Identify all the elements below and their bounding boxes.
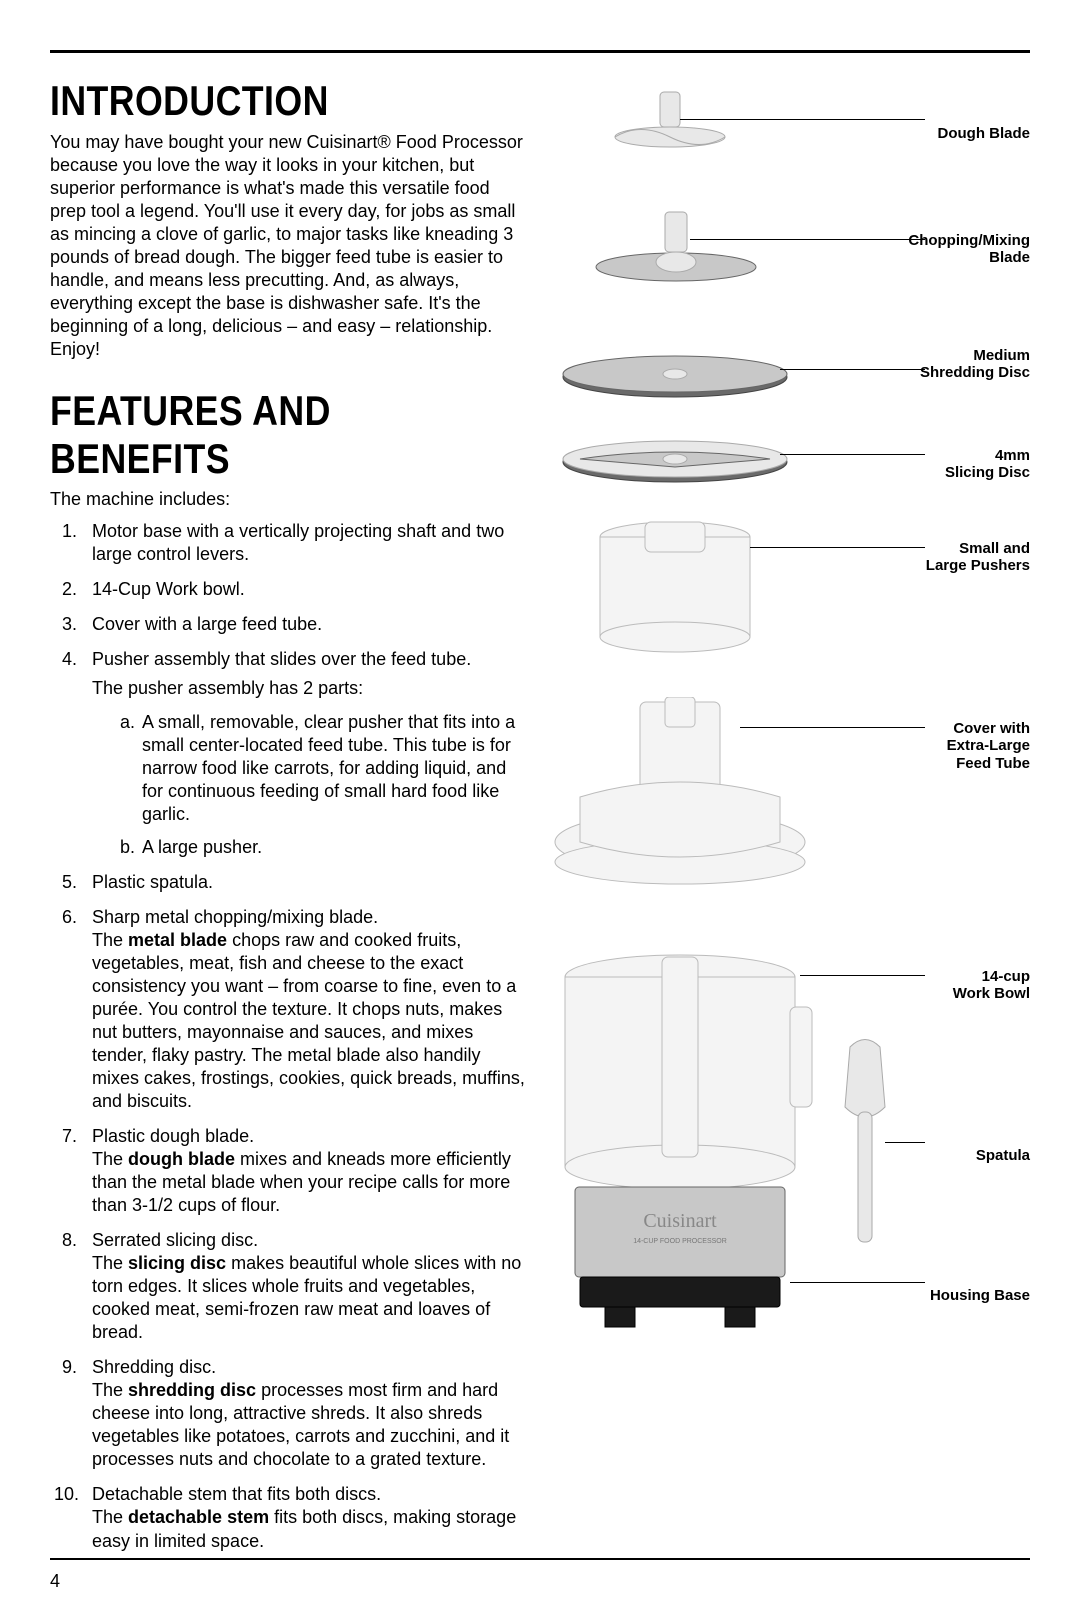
label-work-bowl: 14-cupWork Bowl	[953, 968, 1030, 1003]
feature-body-before: The	[92, 1149, 128, 1169]
heading-introduction: INTRODUCTION	[50, 77, 458, 125]
feature-item: 14-Cup Work bowl.	[68, 578, 530, 601]
leader-line	[690, 239, 925, 240]
bold-term: dough blade	[128, 1149, 235, 1169]
feature-item: Motor base with a vertically projecting …	[68, 520, 530, 566]
label-chopping-blade: Chopping/MixingBlade	[908, 232, 1030, 267]
page-number: 4	[50, 1571, 60, 1592]
chopping-blade-icon	[590, 207, 760, 307]
work-bowl-base-icon: Cuisinart 14-CUP FOOD PROCESSOR	[550, 947, 830, 1347]
base-brand-text: Cuisinart	[643, 1210, 717, 1232]
feature-lead: Detachable stem that fits both discs.	[92, 1484, 381, 1504]
bottom-rule	[50, 1558, 1030, 1560]
bold-term: shredding disc	[128, 1380, 256, 1400]
feature-item: Plastic spatula.	[68, 871, 530, 894]
feature-lead: Plastic dough blade.	[92, 1126, 254, 1146]
label-housing-base: Housing Base	[930, 1287, 1030, 1304]
feature-body-before: The	[92, 930, 128, 950]
feature-lead: Sharp metal chopping/mixing blade.	[92, 907, 378, 927]
label-shredding-disc: MediumShredding Disc	[920, 347, 1030, 382]
bold-term: metal blade	[128, 930, 227, 950]
content-row: INTRODUCTION You may have bought your ne…	[50, 77, 1030, 1565]
top-rule	[50, 50, 1030, 53]
leader-line	[885, 1142, 925, 1143]
feature-item: Detachable stem that fits both discs. Th…	[68, 1483, 530, 1552]
leader-line	[780, 454, 925, 455]
leader-line	[790, 1282, 925, 1283]
base-sub-text: 14-CUP FOOD PROCESSOR	[633, 1238, 727, 1245]
feature-item: Sharp metal chopping/mixing blade. The m…	[68, 906, 530, 1113]
label-cover: Cover withExtra-LargeFeed Tube	[947, 720, 1030, 772]
heading-features: FEATURES AND BENEFITS	[50, 387, 458, 483]
feature-lead: Serrated slicing disc.	[92, 1230, 258, 1250]
leader-line	[780, 369, 925, 370]
feature-item: Plastic dough blade. The dough blade mix…	[68, 1125, 530, 1217]
sublist-item: A large pusher.	[120, 836, 530, 859]
feature-item: Cover with a large feed tube.	[68, 613, 530, 636]
leader-line	[800, 975, 925, 976]
pushers-icon	[590, 517, 760, 657]
label-slicing-disc: 4mmSlicing Disc	[945, 447, 1030, 482]
intro-paragraph: You may have bought your new Cuisinart® …	[50, 131, 530, 361]
feature-body-before: The	[92, 1253, 128, 1273]
feature-text: Pusher assembly that slides over the fee…	[92, 649, 471, 669]
left-column: INTRODUCTION You may have bought your ne…	[50, 77, 530, 1565]
pusher-sublist: A small, removable, clear pusher that fi…	[92, 711, 530, 859]
spatula-icon	[830, 1037, 900, 1257]
leader-line	[740, 727, 925, 728]
feature-body-before: The	[92, 1507, 128, 1527]
feature-body-after: chops raw and cooked fruits, vegetables,…	[92, 930, 525, 1111]
bold-term: slicing disc	[128, 1253, 226, 1273]
feature-item: Serrated slicing disc. The slicing disc …	[68, 1229, 530, 1344]
label-pushers: Small andLarge Pushers	[926, 540, 1030, 575]
feature-lead: Shredding disc.	[92, 1357, 216, 1377]
cover-icon	[550, 697, 810, 887]
sublist-item: A small, removable, clear pusher that fi…	[120, 711, 530, 826]
label-spatula: Spatula	[976, 1147, 1030, 1164]
right-column: Dough Blade Chopping/MixingBlade MediumS…	[550, 77, 1030, 1565]
bold-term: detachable stem	[128, 1507, 269, 1527]
parts-diagram: Dough Blade Chopping/MixingBlade MediumS…	[550, 77, 1030, 1397]
label-dough-blade: Dough Blade	[938, 125, 1031, 142]
feature-item: Shredding disc. The shredding disc proce…	[68, 1356, 530, 1471]
feature-subtext: The pusher assembly has 2 parts:	[92, 677, 530, 700]
features-list: Motor base with a vertically projecting …	[50, 520, 530, 1552]
feature-body-before: The	[92, 1380, 128, 1400]
shredding-disc-icon	[560, 352, 790, 402]
dough-blade-icon	[610, 87, 730, 167]
feature-item: Pusher assembly that slides over the fee…	[68, 648, 530, 858]
features-lead: The machine includes:	[50, 489, 530, 510]
leader-line	[750, 547, 925, 548]
slicing-disc-icon	[560, 437, 790, 487]
leader-line	[680, 119, 925, 120]
